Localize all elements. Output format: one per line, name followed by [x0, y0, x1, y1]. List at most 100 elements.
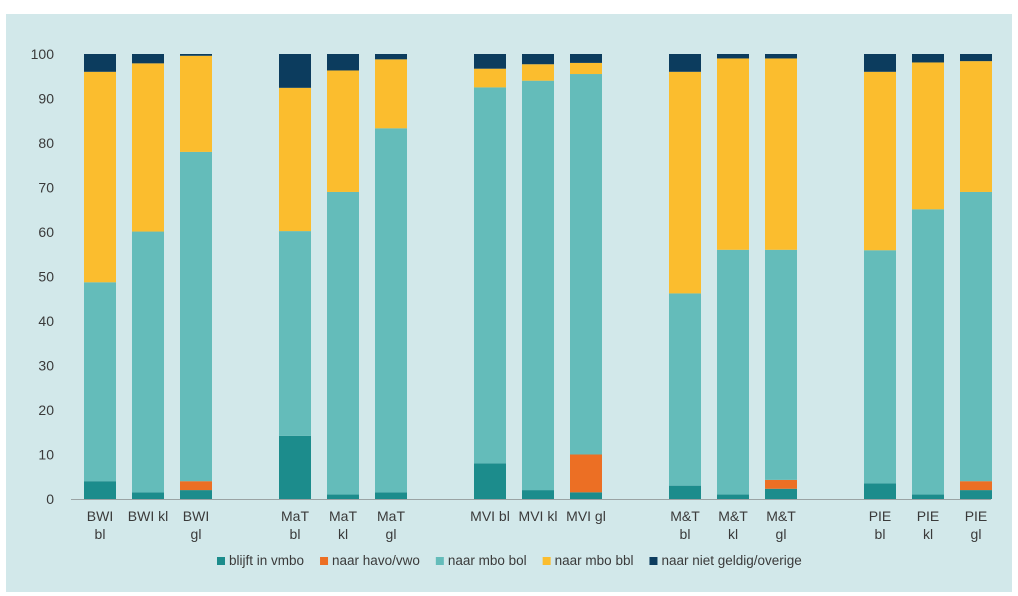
bar-stack — [765, 54, 797, 499]
bar-segment — [960, 490, 992, 499]
x-tick-label: MVI gl — [566, 508, 606, 524]
bar-segment — [912, 209, 944, 495]
bar-segment — [570, 492, 602, 499]
bar-stack — [960, 54, 992, 499]
x-tick-label: MaT kl — [329, 508, 357, 542]
bar-segment — [522, 490, 554, 499]
bar-segment — [765, 54, 797, 59]
y-tick-label: 80 — [38, 135, 54, 151]
bar-segment — [279, 231, 311, 436]
legend: blijft in vmbo naar havo/vwo naar mbo bol n… — [217, 553, 802, 568]
x-tick-label: M&T kl — [718, 508, 748, 542]
bar-segment — [327, 70, 359, 192]
legend-swatch — [217, 557, 225, 565]
legend-item: blijft in vmbo — [217, 553, 304, 568]
x-tick-label: MaT gl — [377, 508, 405, 542]
bar-segment — [180, 55, 212, 152]
legend-item: naar niet geldig/overige — [649, 553, 802, 568]
x-tick-label: BWI gl — [183, 508, 209, 542]
x-tick-label: MVI kl — [519, 508, 558, 524]
bar-segment — [717, 249, 749, 495]
y-tick-label: 40 — [38, 313, 54, 329]
x-tick-label: PIE gl — [965, 508, 988, 542]
bar-segment — [960, 191, 992, 482]
bar-segment — [180, 481, 212, 491]
bar-segment — [132, 492, 164, 499]
bar-stack — [279, 54, 311, 499]
bar-segment — [570, 62, 602, 75]
bar-segment — [327, 54, 359, 71]
bar-segment — [84, 54, 116, 72]
y-tick-label: 100 — [31, 46, 55, 62]
y-tick-label: 0 — [46, 491, 54, 507]
bar-segment — [717, 58, 749, 250]
y-tick-label: 90 — [38, 91, 54, 107]
bar-segment — [132, 231, 164, 493]
bar-segment — [84, 282, 116, 482]
bar-segment — [669, 293, 701, 486]
bar-segment — [765, 58, 797, 250]
bar-segment — [864, 71, 896, 251]
bar-segment — [717, 494, 749, 499]
bar-segment — [375, 54, 407, 60]
legend-item: naar mbo bol — [435, 553, 527, 568]
x-tick-label: BWI bl — [87, 508, 113, 542]
bar-segment — [84, 481, 116, 499]
bar-stack — [669, 54, 701, 499]
bar-segment — [474, 463, 506, 499]
bar-segment — [960, 54, 992, 62]
bar-stack — [132, 54, 164, 499]
bar-segment — [864, 54, 896, 72]
bar-segment — [180, 490, 212, 499]
bar-stack — [474, 54, 506, 499]
bar-segment — [522, 64, 554, 81]
y-tick-label: 60 — [38, 224, 54, 240]
bar-segment — [864, 483, 896, 499]
bar-segment — [669, 485, 701, 499]
bar-segment — [327, 191, 359, 495]
bar-segment — [669, 71, 701, 294]
legend-swatch — [435, 557, 444, 565]
bar-segment — [327, 494, 359, 499]
stacked-bar-chart: 0 10 20 30 40 50 60 70 80 90 100 BWI bl BWI kl BWI gl M… — [31, 46, 992, 568]
chart-panel: 0 10 20 30 40 50 60 70 80 90 100 BWI bl BWI kl BWI gl M… — [6, 14, 1012, 592]
bar-stack — [327, 54, 359, 499]
bar-segment — [180, 151, 212, 482]
legend-label: naar niet geldig/overige — [661, 553, 801, 568]
bar-segment — [765, 249, 797, 480]
bar-segment — [765, 479, 797, 489]
bar-segment — [132, 63, 164, 232]
x-tick-label: MVI bl — [470, 508, 510, 524]
bar-segment — [912, 62, 944, 210]
bar-stack — [570, 54, 602, 499]
bar-segment — [570, 54, 602, 63]
y-tick-label: 20 — [38, 402, 54, 418]
bar-segment — [669, 54, 701, 72]
bar-segment — [522, 54, 554, 65]
bar-segment — [912, 54, 944, 63]
bar-segment — [864, 250, 896, 484]
bar-stack — [84, 54, 116, 499]
legend-item: naar mbo bbl — [542, 553, 633, 568]
bar-segment — [279, 435, 311, 499]
bar-segment — [180, 54, 212, 56]
legend-label: blijft in vmbo — [229, 553, 304, 568]
bar-segment — [279, 87, 311, 232]
bar-segment — [960, 481, 992, 491]
bar-stack — [180, 54, 212, 499]
y-tick-label: 10 — [38, 447, 54, 463]
x-axis-labels: BWI bl BWI kl BWI gl MaT bl MaT kl MaT gl MVI bl MVI… — [87, 508, 988, 542]
bar-stack — [522, 54, 554, 499]
legend-label: naar mbo bol — [448, 553, 527, 568]
y-tick-label: 70 — [38, 180, 54, 196]
bar-segment — [960, 61, 992, 192]
bar-segment — [474, 68, 506, 88]
bar-stack — [375, 54, 407, 499]
legend-swatch — [320, 557, 329, 565]
bar-stack — [717, 54, 749, 499]
x-tick-label: BWI kl — [128, 508, 168, 524]
bar-segment — [474, 54, 506, 69]
bar-segment — [375, 128, 407, 493]
x-tick-label: MaT bl — [281, 508, 309, 542]
bar-segment — [375, 492, 407, 499]
